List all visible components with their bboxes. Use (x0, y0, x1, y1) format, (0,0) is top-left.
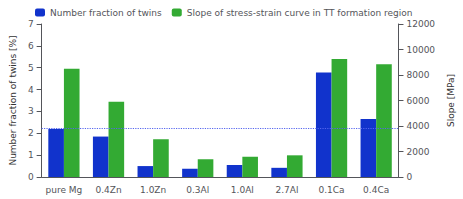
svg-text:2000: 2000 (406, 147, 429, 157)
svg-text:4: 4 (28, 85, 34, 95)
svg-text:5: 5 (28, 63, 34, 73)
svg-text:10000: 10000 (406, 45, 435, 55)
svg-text:Number fraction of twins: Number fraction of twins (50, 8, 162, 18)
svg-text:Slope [MPa]: Slope [MPa] (446, 74, 456, 127)
svg-text:6000: 6000 (406, 96, 429, 106)
svg-text:0: 0 (28, 172, 34, 182)
svg-text:3: 3 (28, 106, 34, 116)
svg-text:1.0Al: 1.0Al (231, 185, 254, 195)
svg-text:0.3Al: 0.3Al (186, 185, 209, 195)
svg-text:4000: 4000 (406, 121, 429, 131)
svg-text:Number fraction of twins [%]: Number fraction of twins [%] (8, 35, 18, 165)
svg-text:6: 6 (28, 41, 34, 51)
svg-text:Slope of stress-strain curve i: Slope of stress-strain curve in TT forma… (187, 8, 413, 18)
svg-text:0.1Ca: 0.1Ca (318, 185, 344, 195)
svg-text:8000: 8000 (406, 70, 429, 80)
svg-text:12000: 12000 (406, 19, 435, 29)
svg-text:1.0Zn: 1.0Zn (140, 185, 166, 195)
svg-text:0.4Ca: 0.4Ca (363, 185, 389, 195)
svg-text:pure Mg: pure Mg (46, 185, 83, 195)
svg-text:0.4Zn: 0.4Zn (95, 185, 121, 195)
svg-text:2: 2 (28, 128, 34, 138)
svg-text:7: 7 (28, 19, 34, 29)
svg-text:1: 1 (28, 150, 34, 160)
svg-text:2.7Al: 2.7Al (275, 185, 298, 195)
svg-text:0: 0 (406, 172, 412, 182)
